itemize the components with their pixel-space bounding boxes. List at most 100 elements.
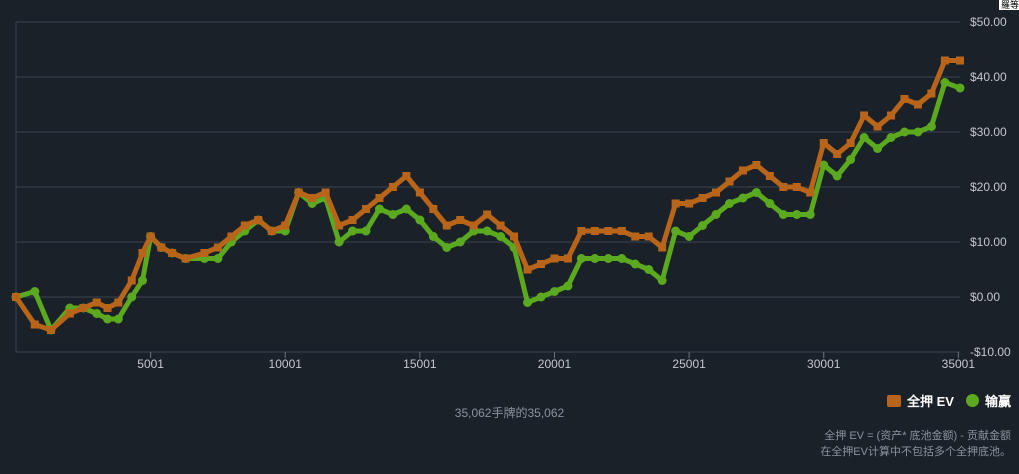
- data-point: [765, 199, 775, 208]
- data-point: [671, 226, 681, 236]
- data-point: [886, 133, 896, 142]
- data-point: [657, 276, 667, 285]
- data-point: [956, 56, 964, 65]
- data-point: [604, 227, 613, 235]
- data-point: [294, 188, 303, 197]
- data-point: [724, 199, 734, 208]
- data-point: [698, 194, 707, 202]
- data-point: [940, 78, 950, 87]
- footnote-line-2: 在全押EV计算中不包括多个全押底池。: [820, 446, 1011, 458]
- data-point: [127, 276, 136, 285]
- data-point: [442, 243, 452, 252]
- data-point: [267, 227, 276, 235]
- y-tick-label: $0.00: [970, 290, 1000, 304]
- data-point: [913, 127, 923, 137]
- data-point: [113, 314, 123, 324]
- data-point: [388, 210, 398, 219]
- data-point: [644, 265, 654, 274]
- data-point: [671, 199, 680, 208]
- data-point: [455, 237, 465, 247]
- data-point: [46, 326, 55, 334]
- data-point: [899, 127, 909, 137]
- y-tick-label: -$10.00: [970, 345, 1011, 359]
- series-layer: [11, 56, 965, 335]
- data-point: [103, 304, 112, 312]
- data-point: [92, 309, 102, 318]
- data-point: [321, 188, 330, 197]
- data-point: [617, 254, 627, 263]
- winnings-swatch-icon: [965, 394, 979, 407]
- data-point: [65, 309, 74, 318]
- data-point: [590, 227, 599, 235]
- legend: 全押 EV 输赢: [887, 391, 1011, 410]
- legend-item-allin-ev[interactable]: 全押 EV: [887, 391, 954, 410]
- data-point: [456, 216, 465, 224]
- data-point: [644, 232, 653, 241]
- data-point: [401, 204, 411, 214]
- data-point: [738, 166, 747, 175]
- data-point: [181, 254, 190, 263]
- data-point: [685, 199, 694, 208]
- data-point: [658, 243, 667, 252]
- x-tick-label: 15001: [403, 357, 437, 371]
- data-point: [523, 265, 532, 274]
- data-point: [146, 232, 155, 241]
- y-tick-label: $30.00: [970, 125, 1007, 139]
- legend-item-winnings[interactable]: 输赢: [965, 391, 1011, 410]
- data-point: [103, 314, 113, 324]
- data-point: [792, 183, 801, 191]
- data-point: [30, 320, 39, 329]
- data-point: [428, 232, 438, 241]
- data-point: [30, 287, 40, 296]
- data-point: [792, 210, 802, 219]
- data-point: [213, 243, 222, 252]
- data-point: [536, 292, 546, 302]
- data-point: [725, 177, 734, 186]
- data-point: [138, 249, 147, 257]
- series-allin-ev: [12, 56, 964, 334]
- data-point: [549, 287, 559, 296]
- data-point: [442, 221, 451, 230]
- data-point: [348, 216, 357, 224]
- data-point: [361, 226, 371, 236]
- data-point: [374, 204, 384, 214]
- data-point: [308, 194, 317, 202]
- data-point: [334, 237, 344, 247]
- y-tick-label: $20.00: [970, 180, 1007, 194]
- data-point: [711, 210, 721, 219]
- data-point: [200, 249, 209, 257]
- data-point: [429, 205, 438, 213]
- data-point: [806, 188, 815, 197]
- data-point: [712, 188, 721, 197]
- data-point: [752, 161, 761, 169]
- x-tick-label: 10001: [269, 357, 303, 371]
- y-axis-ticks: -$10.00 $0.00 $10.00 $20.00 $30.00 $40.00 $50.…: [970, 15, 1011, 359]
- data-point: [576, 254, 586, 263]
- y-tick-label: $40.00: [970, 70, 1007, 84]
- data-point: [168, 249, 177, 257]
- hands-caption: 35,062手牌的35,062: [454, 406, 565, 420]
- data-point: [955, 83, 965, 93]
- data-point: [873, 122, 882, 131]
- data-point: [240, 221, 249, 230]
- data-point: [482, 226, 492, 236]
- data-point: [860, 111, 869, 120]
- data-point: [751, 188, 761, 197]
- data-point: [563, 254, 572, 263]
- legend-label-allin-ev: 全押 EV: [907, 394, 954, 409]
- data-point: [348, 226, 358, 236]
- data-point: [819, 160, 829, 170]
- data-point: [927, 89, 936, 98]
- data-point: [900, 95, 909, 103]
- corner-label: 羅等: [999, 0, 1019, 10]
- data-point: [846, 139, 855, 147]
- x-tick-label: 5001: [137, 357, 164, 371]
- data-point: [859, 133, 869, 142]
- data-point: [157, 243, 166, 252]
- data-point: [805, 210, 815, 219]
- data-point: [496, 232, 506, 241]
- series-winnings: [11, 78, 965, 335]
- data-point: [617, 227, 626, 235]
- y-tick-label: $10.00: [970, 235, 1007, 249]
- series-line: [13, 58, 963, 333]
